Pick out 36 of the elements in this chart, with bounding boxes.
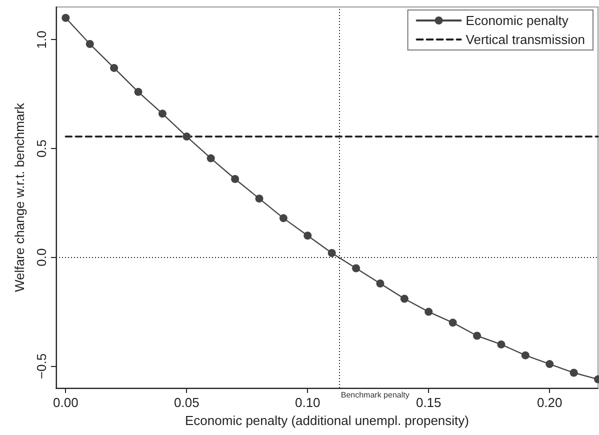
point (304, 232, 312, 240)
y-axis-title: Welfare change w.r.t. benchmark (12, 102, 27, 292)
point (570, 368, 578, 377)
point (400, 294, 408, 303)
legend-label: Vertical transmission (466, 32, 586, 47)
x-tick-label: 0.20 (536, 395, 562, 410)
legend-label: Economic penalty (466, 13, 569, 28)
point (424, 308, 433, 316)
point (206, 154, 215, 162)
y-tick-label: 1.0 (34, 30, 49, 49)
x-tick-label: 0.05 (174, 395, 200, 410)
x-axis-title: Economic penalty (additional unempl. propensity) (185, 412, 469, 428)
point (546, 360, 554, 368)
point (182, 132, 191, 141)
point (328, 249, 336, 258)
point (134, 88, 142, 96)
point (255, 194, 264, 203)
y-tick-label: −0.5 (34, 353, 49, 380)
point (473, 332, 482, 340)
point (86, 40, 94, 48)
y-tick-label: 0.5 (34, 139, 49, 158)
point (231, 174, 240, 183)
ref-line-label: Benchmark penalty (340, 390, 410, 400)
point (376, 280, 384, 288)
point (279, 214, 288, 222)
point (521, 351, 530, 360)
point (158, 110, 166, 118)
x-tick-label: 0.15 (416, 395, 442, 410)
x-tick-label: 0.00 (53, 395, 78, 410)
point (497, 340, 506, 348)
y-tick-label: 0.0 (34, 248, 49, 266)
x-tick-label: 0.10 (294, 395, 320, 410)
point (448, 318, 457, 327)
point (352, 264, 360, 272)
point (62, 14, 70, 22)
point (110, 64, 118, 72)
